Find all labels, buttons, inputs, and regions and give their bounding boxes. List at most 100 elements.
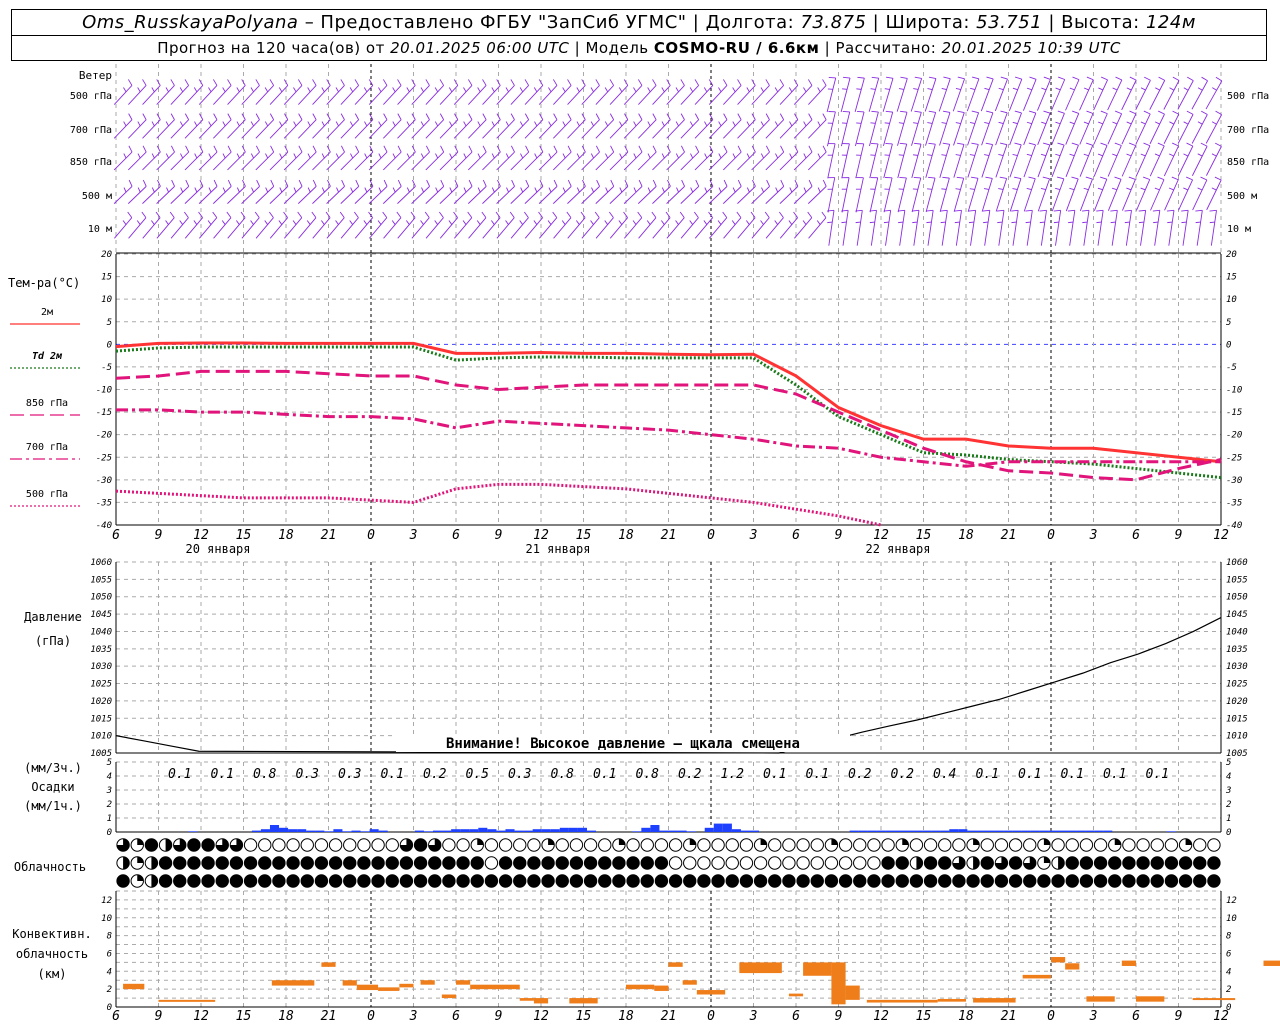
wind-barb-staff: [1079, 145, 1094, 177]
wind-barb-feather: [425, 145, 430, 153]
wind-barb-feather: [1028, 176, 1036, 180]
cloud-symbol: [739, 838, 754, 852]
wind-barb-staff: [581, 186, 600, 204]
wind-barb-feather: [928, 142, 936, 145]
wind-barb-feather: [476, 220, 481, 225]
wind-barb-feather: [561, 220, 566, 225]
wind-barb-feather: [227, 179, 232, 187]
wind-barb-feather: [505, 220, 509, 225]
cloud-symbol-fill: [768, 874, 781, 888]
wind-barb-feather: [1025, 209, 1033, 212]
wind-barb-staff: [1051, 79, 1066, 111]
pres-ylabel: Давление: [24, 610, 82, 624]
wind-barb-feather: [1101, 76, 1108, 81]
wind-barb-feather: [590, 121, 594, 127]
cloud-symbol-fill: [952, 856, 966, 870]
wind-barb-staff: [213, 119, 232, 139]
wind-barb-staff: [765, 186, 785, 204]
wind-barb-staff: [1111, 210, 1118, 246]
wind-barb-feather: [1209, 209, 1217, 212]
wind-barb-staff: [913, 210, 920, 246]
wind-barb-feather: [256, 179, 260, 187]
cloud-symbol-fill: [1066, 856, 1079, 870]
wind-barb-feather: [1144, 76, 1151, 81]
wind-barb-feather: [151, 121, 155, 127]
wind-barb-feather: [1126, 153, 1132, 157]
wind-barb-feather: [434, 220, 439, 225]
wind-barb-staff: [638, 119, 657, 139]
wind-barb-feather: [1172, 142, 1179, 147]
cloud-symbol-fill: [1009, 856, 1022, 870]
cloud-symbol-fill: [386, 856, 399, 870]
conv-label-1: Конвективн.: [12, 927, 91, 941]
cloud-symbol-fill: [584, 874, 597, 888]
wind-barb-feather: [240, 211, 246, 218]
wind-barb-feather: [340, 113, 345, 120]
wind-barb-staff: [552, 186, 572, 204]
wind-barb-feather: [652, 113, 657, 120]
wind-barb-staff: [1107, 179, 1122, 211]
wind-barb-feather: [213, 145, 218, 153]
wind-barb-staff: [1079, 113, 1094, 145]
cloud-symbol-fill: [286, 874, 300, 888]
conv-xtick: 9: [155, 1009, 163, 1024]
precip-bar: [541, 829, 551, 832]
wind-barb-feather: [420, 121, 424, 127]
wind-barb-staff: [255, 85, 274, 105]
wind-barb-feather: [1012, 188, 1018, 190]
cloud-symbol: [1093, 838, 1108, 852]
wind-barb-feather: [467, 79, 473, 86]
wind-barb-feather: [1041, 121, 1047, 125]
wind-barb-feather: [321, 220, 325, 225]
wind-barb-feather: [226, 211, 232, 218]
precip-3h-label: 0.2: [848, 767, 872, 782]
wind-barb-feather: [794, 113, 799, 120]
cloud-symbol-fill: [839, 874, 852, 888]
wind-barb-feather: [382, 211, 388, 218]
wind-barb-feather: [940, 209, 948, 212]
wind-barb-feather: [1040, 153, 1047, 157]
precip-bar: [315, 830, 325, 832]
wind-barb-feather: [306, 220, 311, 225]
conv-segment: [123, 983, 145, 990]
wind-barb-feather: [491, 153, 495, 159]
cloud-symbol-fill: [471, 856, 484, 870]
wind-barb-feather: [548, 187, 552, 193]
conv-ytick-left: 4: [107, 967, 112, 977]
wind-barb-feather: [491, 187, 495, 193]
wind-barb-feather: [523, 211, 529, 218]
wind-barb-feather: [411, 79, 416, 86]
wind-barb-feather: [1172, 76, 1180, 81]
cloud-symbol-fill: [513, 874, 526, 888]
wind-barb-feather: [279, 121, 283, 127]
wind-barb-feather: [1215, 142, 1222, 147]
cloud-symbol: [697, 838, 711, 852]
wind-barb-feather: [369, 145, 374, 153]
conv-segment: [1121, 960, 1136, 966]
wind-barb-feather: [212, 79, 218, 86]
cloud-symbol-fill: [938, 856, 951, 870]
wind-barb-feather: [666, 145, 671, 153]
cloud-symbol-fill: [165, 838, 172, 852]
wind-barb-feather: [1072, 110, 1079, 114]
cloud-symbol-fill: [137, 838, 144, 845]
temp-xtick: 18: [958, 528, 974, 543]
wind-barb-feather: [250, 220, 254, 225]
wind-barb-staff: [1051, 144, 1065, 178]
wind-barb-feather: [779, 113, 785, 120]
wind-barb-staff: [199, 217, 218, 239]
wind-barb-feather: [883, 209, 891, 212]
wind-barb-feather: [793, 79, 799, 86]
wind-barb-staff: [170, 186, 190, 204]
wind-barb-feather: [914, 76, 922, 79]
wind-barb-feather: [761, 187, 764, 193]
cloud-symbol: [385, 838, 399, 852]
wind-barb-feather: [1195, 209, 1203, 212]
wind-barb-staff: [184, 186, 204, 204]
wind-barb-staff: [1055, 210, 1062, 246]
cloud-symbol-fill: [527, 856, 541, 870]
wind-barb-staff: [227, 119, 246, 139]
wind-barb-feather: [955, 87, 961, 91]
wind-barb-feather: [788, 220, 793, 225]
wind-barb-staff: [1163, 145, 1179, 177]
